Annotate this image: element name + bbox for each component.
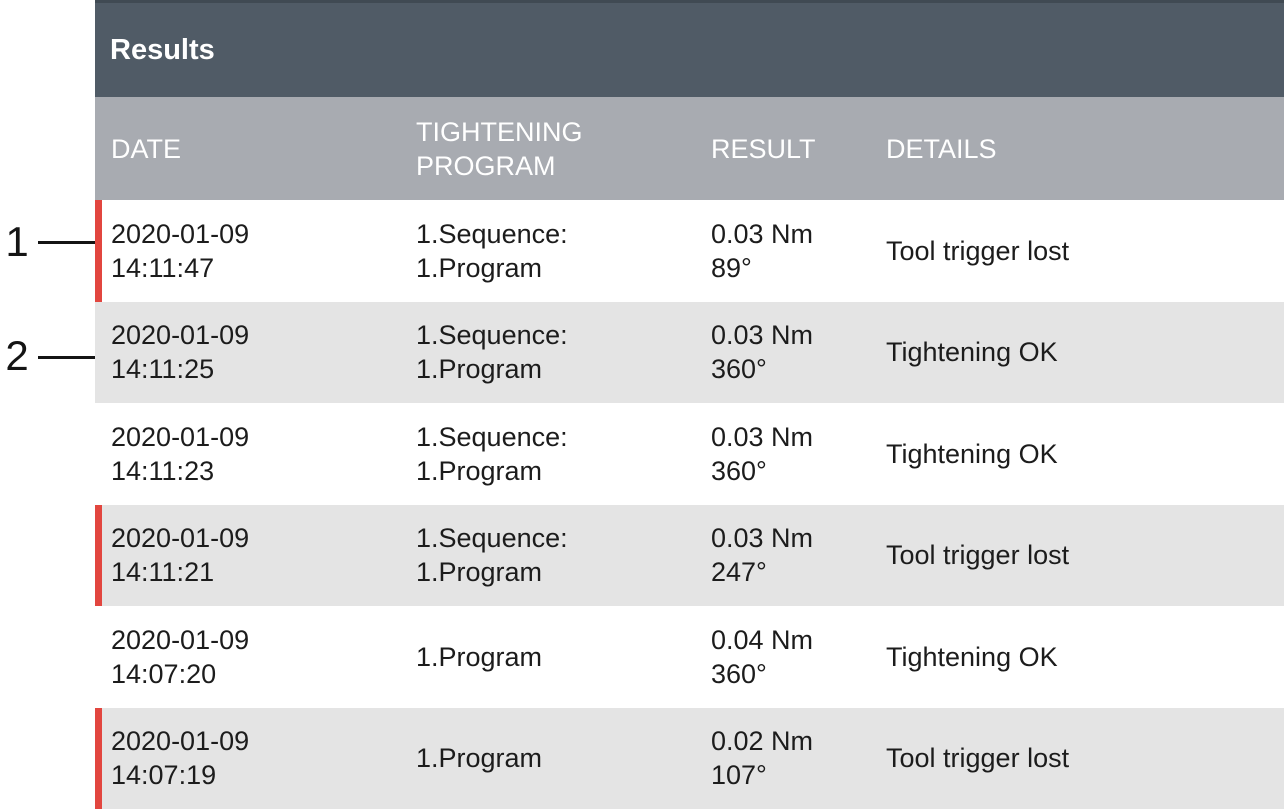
result-time: 14:07:20 [111,658,217,689]
column-header-details: DETAILS [886,133,997,164]
program-sequence: 1.Program [416,743,543,774]
program-name: 1.Program [416,455,543,486]
result-date: 2020-01-09 [111,624,250,655]
program-sequence: 1.Sequence: [416,523,568,554]
program-name: 1.Program [416,252,543,283]
date-cell: 2020-01-09 14:07:20 [95,623,400,691]
program-name: 1.Program [416,557,543,588]
result-cell: 0.03 Nm 360° [695,420,870,488]
callout-2: 2 [0,335,34,377]
result-cell: 0.03 Nm 247° [695,521,870,589]
callout-1-leader-line [38,241,98,244]
column-header-date: DATE [111,133,182,164]
table-row[interactable]: 2020-01-09 14:07:19 1.Program 0.02 Nm 10… [95,707,1284,809]
date-cell: 2020-01-09 14:11:23 [95,420,400,488]
result-time: 14:11:25 [111,354,215,385]
callout-1-number: 1 [5,218,29,265]
result-date: 2020-01-09 [111,726,250,757]
result-date: 2020-01-09 [111,421,250,452]
details-cell: Tightening OK [886,337,1058,368]
results-title-bar: Results [95,0,1284,97]
result-angle: 360° [711,455,767,486]
result-torque: 0.04 Nm [711,624,814,655]
result-time: 14:07:19 [111,760,217,791]
table-row[interactable]: 2020-01-09 14:11:25 1.Sequence: 1.Progra… [95,301,1284,403]
result-cell: 0.04 Nm 360° [695,623,870,691]
table-row[interactable]: 2020-01-09 14:11:23 1.Sequence: 1.Progra… [95,403,1284,505]
details-cell: Tool trigger lost [886,235,1070,266]
result-angle: 107° [711,760,767,791]
result-torque: 0.02 Nm [711,726,814,757]
result-torque: 0.03 Nm [711,523,814,554]
callout-2-number: 2 [5,332,29,379]
table-header-row: DATE TIGHTENING PROGRAM RESULT DETAILS [95,97,1284,200]
program-sequence: 1.Program [416,641,543,672]
result-date: 2020-01-09 [111,320,250,351]
program-cell: 1.Sequence: 1.Program [400,318,695,386]
result-angle: 89° [711,252,752,283]
callout-2-leader-line [38,356,98,359]
table-row[interactable]: 2020-01-09 14:11:21 1.Sequence: 1.Progra… [95,504,1284,606]
result-torque: 0.03 Nm [711,218,814,249]
column-header-program: TIGHTENING PROGRAM [416,116,583,181]
result-angle: 360° [711,354,767,385]
result-time: 14:11:47 [111,252,215,283]
program-cell: 1.Program [400,640,695,674]
date-cell: 2020-01-09 14:11:47 [95,217,400,285]
program-cell: 1.Sequence: 1.Program [400,521,695,589]
program-cell: 1.Sequence: 1.Program [400,420,695,488]
details-cell: Tightening OK [886,438,1058,469]
callout-1: 1 [0,221,34,263]
program-cell: 1.Sequence: 1.Program [400,217,695,285]
nok-flag-bar [95,707,102,809]
nok-flag-bar [95,200,102,302]
program-sequence: 1.Sequence: [416,218,568,249]
date-cell: 2020-01-09 14:11:25 [95,318,400,386]
details-cell: Tightening OK [886,641,1058,672]
result-date: 2020-01-09 [111,218,250,249]
table-row[interactable]: 2020-01-09 14:07:20 1.Program 0.04 Nm 36… [95,606,1284,708]
nok-flag-bar [95,504,102,606]
results-panel: Results DATE TIGHTENING PROGRAM RESULT D… [95,0,1284,809]
result-time: 14:11:21 [111,557,215,588]
date-cell: 2020-01-09 14:07:19 [95,724,400,792]
result-angle: 247° [711,557,767,588]
details-cell: Tool trigger lost [886,540,1070,571]
result-torque: 0.03 Nm [711,320,814,351]
result-torque: 0.03 Nm [711,421,814,452]
details-cell: Tool trigger lost [886,743,1070,774]
result-time: 14:11:23 [111,455,215,486]
date-cell: 2020-01-09 14:11:21 [95,521,400,589]
table-row[interactable]: 2020-01-09 14:11:47 1.Sequence: 1.Progra… [95,200,1284,302]
panel-title: Results [110,33,215,66]
result-angle: 360° [711,658,767,689]
result-cell: 0.03 Nm 360° [695,318,870,386]
table-body: 2020-01-09 14:11:47 1.Sequence: 1.Progra… [95,200,1284,809]
program-sequence: 1.Sequence: [416,320,568,351]
result-date: 2020-01-09 [111,523,250,554]
result-cell: 0.03 Nm 89° [695,217,870,285]
program-cell: 1.Program [400,741,695,775]
program-sequence: 1.Sequence: [416,421,568,452]
result-cell: 0.02 Nm 107° [695,724,870,792]
column-header-result: RESULT [711,133,816,164]
program-name: 1.Program [416,354,543,385]
